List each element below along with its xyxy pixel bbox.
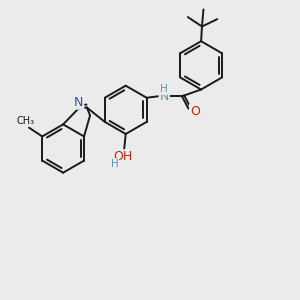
Text: H: H <box>111 159 119 169</box>
Text: N: N <box>74 96 83 109</box>
Text: CH₃: CH₃ <box>17 116 35 126</box>
Text: O: O <box>190 104 200 118</box>
Text: OH: OH <box>113 150 132 164</box>
Text: H: H <box>160 84 168 94</box>
Text: N: N <box>160 90 169 103</box>
